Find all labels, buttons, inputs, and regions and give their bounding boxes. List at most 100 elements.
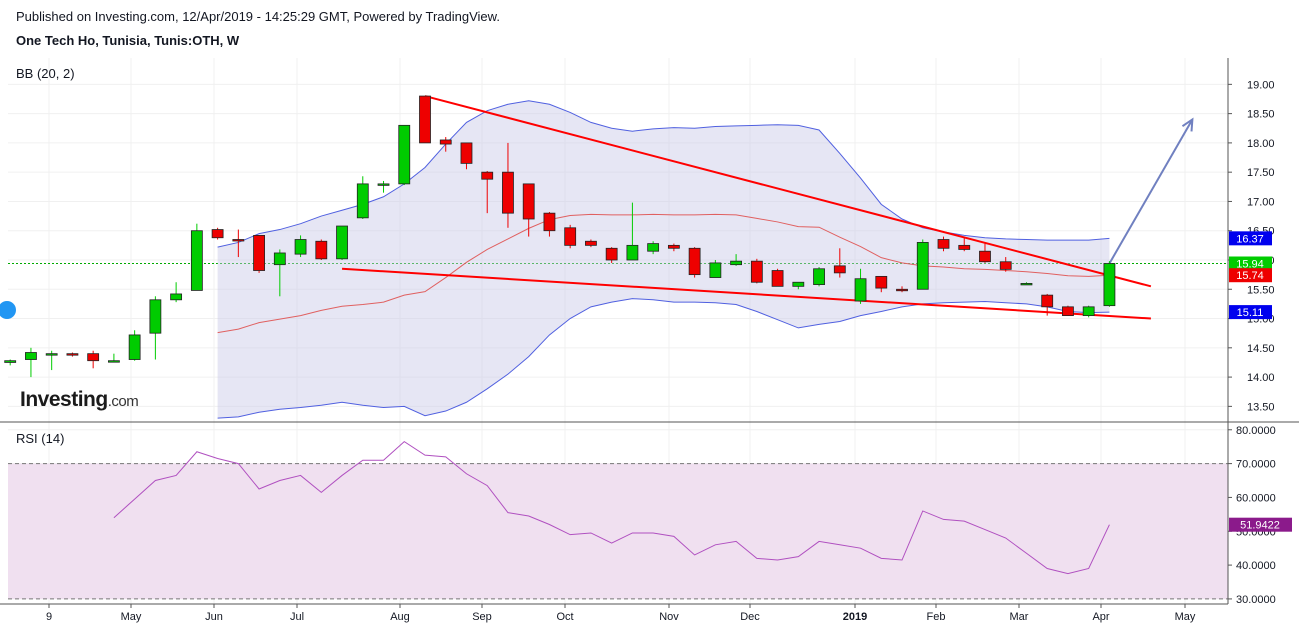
axes: 19.0018.5018.0017.5017.0016.5016.0015.50… (0, 58, 1299, 623)
candle-body (647, 243, 660, 252)
time-tick-label: May (1175, 611, 1196, 623)
price-tick-label: 15.50 (1247, 284, 1275, 296)
price-badge (1229, 256, 1272, 271)
projection-arrow (1108, 118, 1194, 265)
time-tick-label: Jun (205, 611, 223, 623)
price-badge (1229, 231, 1272, 246)
candle-body (605, 247, 618, 261)
rsi-badge-label: 51.9422 (1240, 520, 1280, 532)
projection-arrow-head (1181, 117, 1194, 132)
trendline (424, 95, 1152, 288)
candle-body (377, 183, 390, 186)
candle-body (958, 244, 971, 250)
candle-body (439, 139, 452, 145)
rsi-tick-label: 60.0000 (1236, 492, 1276, 504)
time-tick-label: Sep (472, 611, 492, 623)
candle-body (45, 353, 58, 356)
candle-body (813, 268, 825, 285)
price-badge (1229, 305, 1272, 320)
symbol-title: One Tech Ho, Tunisia, Tunis:OTH, W (16, 33, 240, 48)
time-tick-label: 9 (46, 611, 52, 623)
candle-body (1041, 294, 1054, 308)
candle-body (626, 244, 639, 261)
candle-body (149, 299, 162, 334)
candle-body (979, 250, 991, 263)
price-badge-label: 15.94 (1236, 259, 1264, 271)
candle-body (875, 275, 888, 289)
logo-suffix: .com (108, 393, 139, 410)
time-tick-label: Dec (740, 611, 760, 623)
candles (4, 95, 1116, 378)
price-tick-label: 18.00 (1247, 138, 1275, 150)
candle-body (4, 360, 17, 363)
price-tick-label: 13.50 (1247, 401, 1275, 413)
price-tick-label: 14.00 (1247, 372, 1275, 384)
price-tick-label: 17.50 (1247, 167, 1275, 179)
bb-indicator-label[interactable]: BB (20, 2) (16, 66, 75, 81)
trendlines (341, 95, 1194, 320)
scroll-marker-icon[interactable] (0, 301, 16, 319)
bb-lower-line (217, 298, 1110, 419)
candle-body (356, 183, 369, 219)
candle-body (273, 252, 286, 266)
price-badge (1229, 268, 1272, 283)
time-tick-label: Oct (556, 611, 573, 623)
investing-logo: Investing.com (20, 388, 139, 411)
rsi-tick-label: 30.0000 (1236, 594, 1276, 606)
candle-body (999, 261, 1012, 270)
candle-body (128, 334, 141, 360)
candle-body (522, 183, 535, 220)
rsi-band-fill (8, 463, 1228, 599)
candle-body (460, 142, 473, 164)
candle-body (1082, 306, 1095, 317)
time-tick-label: Jul (290, 611, 304, 623)
candle-body (315, 240, 328, 260)
candle-body (543, 212, 556, 232)
candle-body (294, 239, 307, 255)
price-tick-label: 17.00 (1247, 196, 1275, 208)
rsi-badge (1229, 517, 1292, 532)
candle-body (87, 353, 100, 362)
logo-word: Investing (20, 388, 108, 411)
candle-body (896, 288, 908, 292)
time-tick-label: 2019 (843, 611, 867, 623)
time-tick-label: Apr (1092, 611, 1109, 623)
price-tick-label: 18.50 (1247, 109, 1275, 121)
price-tick-label: 19.00 (1247, 79, 1275, 91)
candle-body (108, 360, 120, 363)
rsi-tick-label: 40.0000 (1236, 560, 1276, 572)
candle-body (854, 278, 867, 302)
time-tick-label: Nov (659, 611, 679, 623)
candle-body (792, 281, 805, 287)
bollinger-band (217, 100, 1110, 419)
candle-body (481, 171, 494, 180)
rsi-line (113, 440, 1110, 575)
price-badge-label: 15.74 (1236, 270, 1264, 282)
bb-fill (217, 100, 1110, 419)
candle-body (730, 260, 742, 266)
candle-body (564, 227, 577, 246)
candle-body (190, 230, 203, 291)
svg-text:Investing.com: Investing.com (20, 388, 138, 411)
rsi-indicator-label[interactable]: RSI (14) (16, 431, 64, 446)
price-tick-label: 14.50 (1247, 343, 1275, 355)
published-caption: Published on Investing.com, 12/Apr/2019 … (16, 9, 500, 24)
candle-body (750, 260, 763, 283)
candle-body (170, 293, 183, 301)
candle-body (688, 247, 701, 276)
rsi-tick-label: 70.0000 (1236, 459, 1276, 471)
candle-body (937, 239, 950, 249)
candle-body (336, 225, 348, 260)
candle-body (709, 262, 722, 278)
price-badge-label: 16.37 (1236, 233, 1264, 245)
candle-body (667, 244, 680, 249)
candle-body (232, 239, 245, 242)
candle-body (502, 171, 514, 214)
time-tick-label: Mar (1010, 611, 1029, 623)
trendline (341, 267, 1151, 320)
candle-body (771, 270, 784, 287)
candle-body (585, 240, 597, 246)
candle-body (25, 352, 37, 360)
